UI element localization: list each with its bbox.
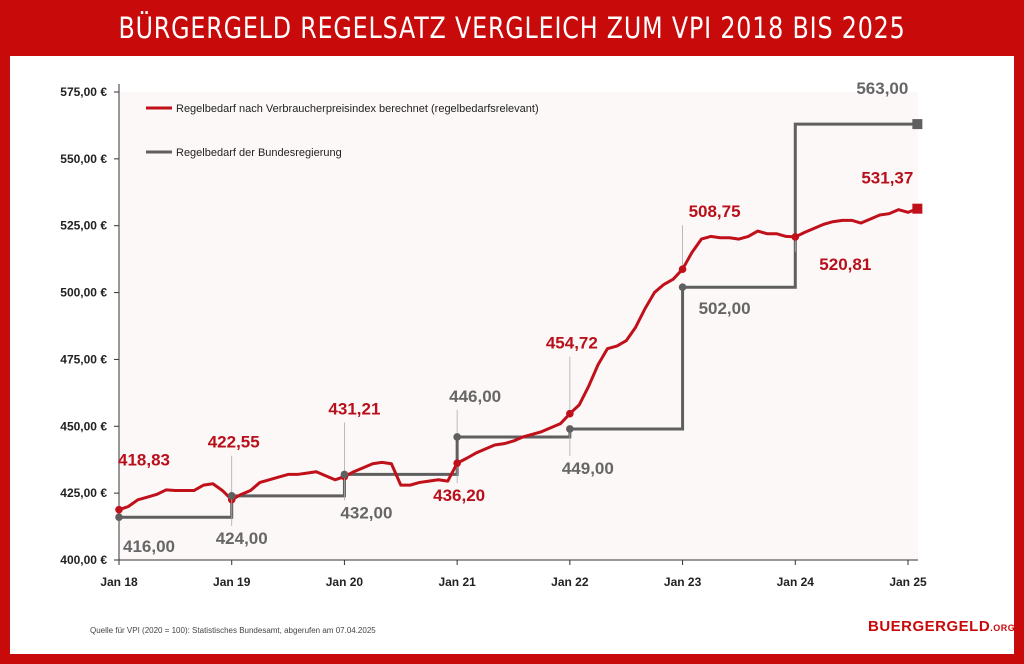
data-label: 563,00 [856, 79, 908, 98]
x-tick-label: Jan 20 [326, 575, 364, 589]
x-tick-label: Jan 21 [438, 575, 476, 589]
data-label: 508,75 [689, 202, 741, 221]
data-point-marker [566, 425, 574, 433]
y-tick-label: 575,00 € [60, 85, 107, 99]
y-tick-label: 525,00 € [60, 219, 107, 233]
y-tick-label: 550,00 € [60, 152, 107, 166]
plot-area [119, 92, 918, 560]
data-label: 424,00 [216, 529, 268, 548]
x-tick-label: Jan 22 [551, 575, 589, 589]
data-label: 502,00 [699, 299, 751, 318]
data-point-marker [227, 492, 236, 500]
data-label: 446,00 [449, 387, 501, 406]
series-end-marker [912, 119, 923, 130]
data-label: 436,20 [433, 486, 485, 505]
y-tick-label: 500,00 € [60, 286, 107, 300]
y-tick-label: 475,00 € [60, 352, 107, 366]
series-line-regelbedarf-vpi [118, 207, 918, 512]
data-label: 531,37 [861, 169, 913, 188]
data-label: 431,21 [328, 400, 380, 419]
data-label: 416,00 [123, 537, 175, 556]
series-end-marker [912, 203, 923, 214]
x-tick-label: Jan 18 [100, 575, 138, 589]
data-point-marker [453, 433, 461, 441]
data-label: 418,83 [118, 451, 170, 470]
x-tick-label: Jan 24 [777, 575, 815, 589]
source-note: Quelle für VPI (2020 = 100): Statistisch… [90, 626, 376, 635]
data-point-marker [340, 470, 349, 479]
y-tick-label: 450,00 € [60, 419, 107, 433]
data-label: 449,00 [562, 459, 614, 478]
y-tick-label: 400,00 € [60, 553, 107, 567]
y-tick-label: 425,00 € [60, 486, 107, 500]
data-point-marker [115, 513, 123, 522]
legend-label-vpi: Regelbedarf nach Verbraucherpreisindex b… [176, 103, 539, 115]
data-label: 432,00 [340, 503, 392, 522]
data-label: 520,81 [819, 255, 871, 274]
data-label: 454,72 [546, 334, 598, 353]
x-tick-label: Jan 23 [664, 575, 702, 589]
data-point-marker [115, 505, 123, 514]
series-line-regelbedarf-bundesregierung [119, 122, 918, 519]
data-point-marker [678, 283, 687, 292]
data-point-marker [453, 459, 461, 467]
data-point-marker [678, 265, 687, 273]
x-tick-label: Jan 25 [889, 575, 927, 589]
data-label: 422,55 [208, 433, 260, 452]
x-tick-label: Jan 19 [213, 575, 251, 589]
chart-title: BÜRGERGELD REGELSATZ VERGLEICH ZUM VPI 2… [118, 11, 906, 45]
data-point-marker [791, 233, 800, 241]
brand-logo: BUERGERGELD.ORG [868, 618, 1016, 635]
legend-label-bundesregierung: Regelbedarf der Bundesregierung [176, 147, 342, 159]
data-point-marker [566, 409, 574, 418]
